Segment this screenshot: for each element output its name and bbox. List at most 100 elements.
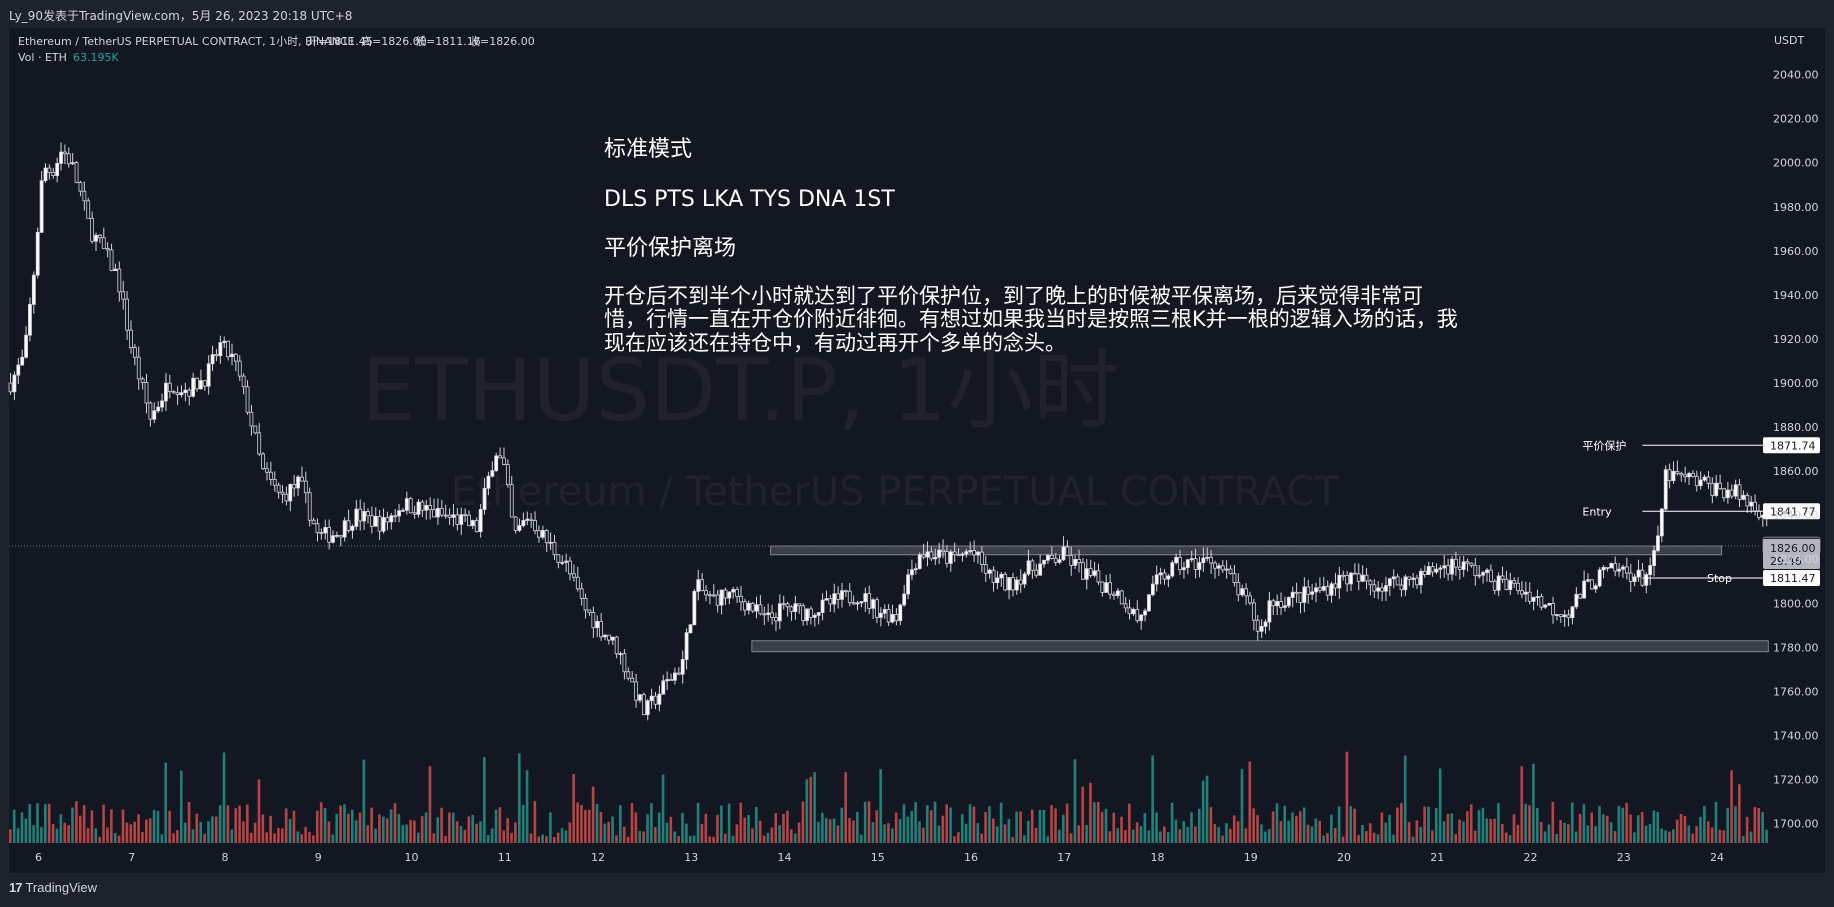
volume-bar xyxy=(727,803,731,843)
volume-bar xyxy=(743,817,746,843)
time-axis[interactable]: 6 7 8 9 10 11 12 13 14 15 16 17 18 19 20 21 22 23 24 xyxy=(35,851,1724,864)
volume-bar xyxy=(964,823,968,843)
volume-bar xyxy=(1469,804,1473,843)
candle-body xyxy=(1613,563,1618,572)
candle-body xyxy=(657,693,662,705)
candle-body xyxy=(1352,572,1357,575)
volume-bar xyxy=(1139,826,1143,843)
level-label-0: 平价保护 xyxy=(1582,438,1626,452)
candle-body xyxy=(937,549,942,558)
volume-bar xyxy=(1054,808,1057,843)
volume-bar xyxy=(55,828,59,843)
volume-bar xyxy=(1434,807,1438,843)
candle-body xyxy=(583,598,588,611)
candle-body xyxy=(12,374,17,393)
volume-bar xyxy=(786,810,789,843)
candle-body xyxy=(377,515,382,532)
candle-body xyxy=(1162,572,1167,580)
candle-body xyxy=(770,612,774,618)
candle-body xyxy=(296,476,300,489)
candle-body xyxy=(436,507,440,518)
candle-body xyxy=(1621,566,1625,570)
price-axis[interactable]: 2040.00 2020.00 2000.00 1980.00 1960.00 1940.… xyxy=(1773,69,1819,831)
volume-bar xyxy=(883,824,886,843)
volume-bar xyxy=(444,835,447,843)
volume-bar xyxy=(1205,775,1209,843)
volume-bar xyxy=(1104,808,1108,843)
volume-bar xyxy=(1252,808,1255,843)
candle-body xyxy=(1415,577,1419,586)
volume-bar xyxy=(1547,824,1551,843)
candle-body xyxy=(1364,574,1369,582)
volume-bar xyxy=(1318,820,1322,843)
candle-body xyxy=(1473,564,1478,576)
volume-bar xyxy=(549,812,552,843)
volume-bar xyxy=(1761,812,1764,843)
volume-bar xyxy=(1392,834,1395,843)
candle-body xyxy=(276,484,281,493)
candle-body xyxy=(641,694,646,716)
volume-bar xyxy=(999,802,1003,843)
candle-body xyxy=(257,432,262,455)
volume-bar xyxy=(249,832,253,843)
candle-body xyxy=(847,590,852,604)
chart-frame[interactable] xyxy=(9,28,1825,873)
candle-body xyxy=(875,599,879,618)
volume-bar xyxy=(712,836,715,843)
time-tick-8: 14 xyxy=(778,851,792,864)
candle-body xyxy=(859,601,864,604)
candle-body xyxy=(960,553,965,556)
volume-bar xyxy=(117,835,121,843)
volume-bar xyxy=(125,822,129,843)
candle-body xyxy=(1570,606,1575,619)
tradingview-logo[interactable]: 17 TradingView xyxy=(9,880,97,895)
candle-body xyxy=(1119,590,1124,605)
volume-bar xyxy=(751,828,754,843)
candle-body xyxy=(758,604,763,615)
volume-bar xyxy=(848,818,851,843)
volume-bar xyxy=(1699,816,1702,843)
candle-body xyxy=(1092,570,1097,576)
volume-bar xyxy=(580,804,583,843)
candle-body xyxy=(606,634,611,641)
candle-body xyxy=(1586,579,1590,582)
candle-body xyxy=(1609,563,1614,569)
ohlc-item-0: 开=1811.45 xyxy=(307,35,373,48)
volume-bar xyxy=(304,827,307,843)
volume-bar xyxy=(1131,829,1135,843)
candle-body xyxy=(1108,582,1112,595)
volume-bar xyxy=(308,831,311,843)
volume-bar xyxy=(1570,802,1574,843)
volume-bar xyxy=(179,770,183,843)
volume-bar xyxy=(315,810,319,843)
volume-bar xyxy=(273,833,276,843)
candle-body xyxy=(1034,569,1039,576)
candle-body xyxy=(1065,546,1070,556)
volume-bar xyxy=(475,823,478,843)
volume-bar xyxy=(86,828,90,843)
candle-body xyxy=(824,598,829,601)
annotation-line2: DLS PTS LKA TYS DNA 1ST xyxy=(604,186,895,212)
candle-body xyxy=(1150,583,1155,596)
volume-bar xyxy=(242,821,245,843)
volume-bar xyxy=(789,829,793,843)
candle-body xyxy=(774,617,778,622)
volume-bar xyxy=(335,813,338,843)
volume-bar xyxy=(1419,827,1423,843)
candle-body xyxy=(1259,626,1264,632)
volume-bar xyxy=(898,819,902,843)
candle-body xyxy=(1741,494,1746,500)
candle-body xyxy=(1018,579,1023,585)
price-tick-6: 1920.00 xyxy=(1773,333,1819,346)
candle-body xyxy=(1057,559,1062,563)
candle-body xyxy=(661,680,666,695)
candle-body xyxy=(1547,603,1552,606)
ohlc-legend: 开=1811.45高=1826.00低=1811.16收=1826.00 xyxy=(307,34,535,48)
volume-bar xyxy=(1671,829,1675,843)
candle-body xyxy=(649,695,654,702)
candle-body xyxy=(245,386,250,413)
volume-bar xyxy=(626,836,630,843)
volume-bar xyxy=(471,814,474,843)
volume-bar xyxy=(720,805,723,843)
